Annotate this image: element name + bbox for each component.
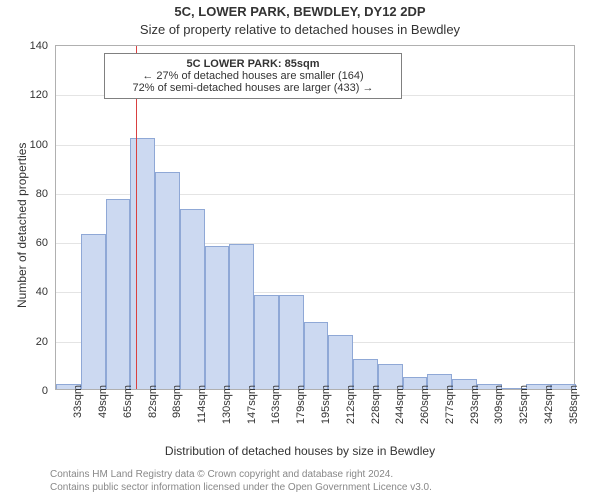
histogram-bar (328, 335, 353, 389)
x-tick-label: 309sqm (493, 385, 505, 424)
x-tick-label: 277sqm (444, 385, 456, 424)
histogram-bar (254, 295, 279, 389)
x-tick-label: 293sqm (469, 385, 481, 424)
y-tick-label: 0 (20, 385, 48, 397)
annotation-line3: 72% of semi-detached houses are larger (… (113, 82, 393, 94)
x-tick-label: 33sqm (72, 385, 84, 418)
footer-line2: Contains public sector information licen… (50, 482, 590, 495)
x-tick-label: 325sqm (518, 385, 530, 424)
histogram-bar (279, 295, 304, 389)
histogram-bar (180, 209, 205, 389)
x-tick-label: 195sqm (320, 385, 332, 424)
annotation-line1: 5C LOWER PARK: 85sqm (113, 58, 393, 70)
y-tick-label: 60 (20, 237, 48, 249)
y-tick-label: 100 (20, 139, 48, 151)
x-tick-label: 130sqm (221, 385, 233, 424)
footer-line1: Contains HM Land Registry data © Crown c… (50, 469, 590, 482)
y-tick-label: 40 (20, 286, 48, 298)
x-tick-label: 260sqm (419, 385, 431, 424)
x-tick-label: 147sqm (246, 385, 258, 424)
chart-title-line2: Size of property relative to detached ho… (0, 22, 600, 37)
histogram-bar (81, 234, 106, 389)
x-tick-label: 358sqm (568, 385, 580, 424)
histogram-bar (155, 172, 180, 389)
x-tick-label: 244sqm (394, 385, 406, 424)
x-tick-label: 228sqm (370, 385, 382, 424)
annotation-line2: ← 27% of detached houses are smaller (16… (113, 70, 393, 82)
y-tick-label: 120 (20, 89, 48, 101)
x-tick-label: 98sqm (171, 385, 183, 418)
y-tick-label: 80 (20, 188, 48, 200)
histogram-bar (304, 322, 329, 389)
footer-attribution: Contains HM Land Registry data © Crown c… (50, 469, 590, 494)
annotation-box: 5C LOWER PARK: 85sqm ← 27% of detached h… (104, 53, 402, 99)
histogram-bar (229, 244, 254, 389)
x-tick-label: 163sqm (270, 385, 282, 424)
y-tick-label: 140 (20, 40, 48, 52)
histogram-bar (205, 246, 230, 389)
y-tick-label: 20 (20, 336, 48, 348)
x-tick-label: 82sqm (147, 385, 159, 418)
x-tick-label: 179sqm (295, 385, 307, 424)
x-tick-label: 65sqm (122, 385, 134, 418)
x-tick-label: 49sqm (97, 385, 109, 418)
x-tick-label: 114sqm (196, 385, 208, 423)
x-tick-label: 342sqm (543, 385, 555, 424)
x-tick-label: 212sqm (345, 385, 357, 424)
chart-title-line1: 5C, LOWER PARK, BEWDLEY, DY12 2DP (0, 4, 600, 19)
histogram-bar (106, 199, 131, 389)
x-axis-label: Distribution of detached houses by size … (0, 444, 600, 458)
histogram-bar (130, 138, 155, 389)
y-axis-label: Number of detached properties (15, 142, 29, 307)
